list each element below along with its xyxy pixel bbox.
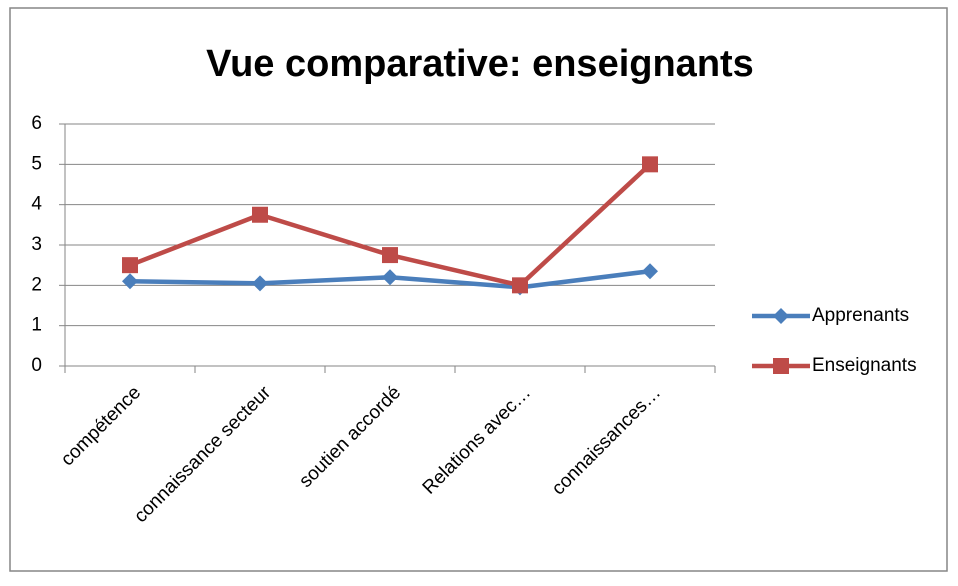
y-tick-label: 4	[31, 194, 42, 215]
data-point	[252, 206, 268, 223]
data-point	[122, 273, 138, 290]
y-tick-label: 5	[31, 153, 42, 174]
y-tick-label: 2	[31, 274, 42, 295]
data-point	[642, 156, 658, 173]
data-point	[122, 257, 138, 274]
y-tick-label: 3	[31, 234, 42, 255]
data-point	[382, 269, 398, 286]
y-tick-label: 6	[31, 113, 42, 134]
chart-frame	[9, 7, 948, 572]
legend-label: Apprenants	[812, 305, 909, 326]
data-point	[512, 277, 528, 294]
legend-marker	[773, 308, 789, 324]
y-tick-label: 0	[31, 355, 42, 376]
chart-title: Vue comparative: enseignants	[206, 43, 754, 85]
data-point	[252, 275, 268, 292]
legend-label: Enseignants	[812, 355, 917, 376]
y-tick-label: 1	[31, 315, 42, 336]
legend-marker	[773, 358, 789, 374]
data-point	[382, 247, 398, 264]
data-point	[642, 263, 658, 280]
